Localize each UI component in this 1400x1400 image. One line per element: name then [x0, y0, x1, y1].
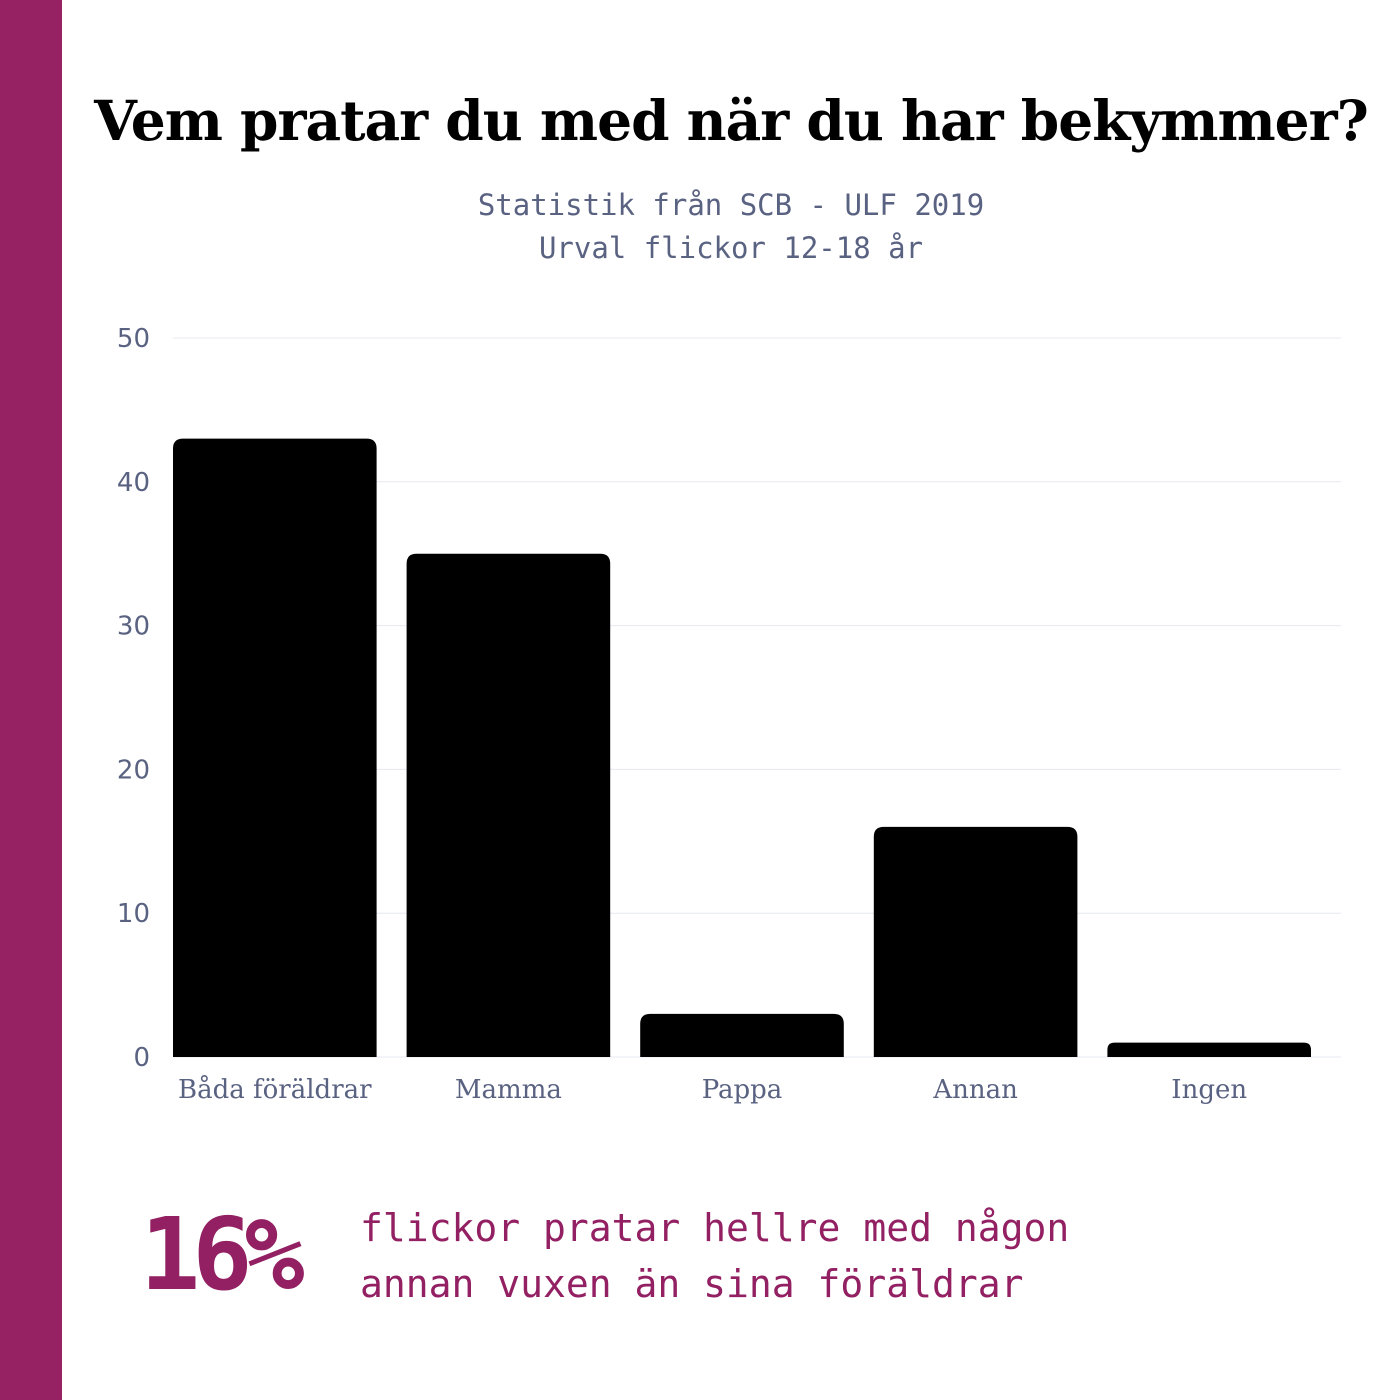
x-tick-label: Pappa — [702, 1075, 783, 1105]
y-tick-label: 0 — [133, 1043, 150, 1073]
bar — [1107, 1042, 1311, 1057]
x-tick-label: Mamma — [455, 1075, 562, 1105]
y-tick-label: 50 — [117, 324, 150, 354]
y-tick-label: 20 — [117, 755, 150, 785]
callout-line-2: annan vuxen än sina föräldrar — [360, 1262, 1024, 1306]
chart-subtitle-sample: Urval flickor 12-18 år — [538, 231, 924, 265]
accent-sidebar — [0, 0, 62, 1400]
callout-percentage: 16% — [140, 1196, 305, 1313]
chart-title: Vem pratar du med när du har bekymmer? — [94, 88, 1369, 153]
y-tick-label: 30 — [117, 612, 150, 642]
chart-subtitle-source: Statistik från SCB - ULF 2019 — [477, 188, 985, 222]
callout-text: flickor pratar hellre med någon annan vu… — [360, 1200, 1069, 1312]
bar — [406, 553, 611, 1057]
x-tick-label: Båda föräldrar — [178, 1074, 372, 1105]
bar — [640, 1013, 844, 1057]
y-tick-label: 40 — [117, 468, 150, 498]
x-tick-label: Ingen — [1171, 1075, 1247, 1105]
bar — [873, 826, 1078, 1057]
callout-line-1: flickor pratar hellre med någon — [360, 1206, 1070, 1250]
bar — [173, 438, 377, 1057]
y-tick-label: 10 — [117, 899, 150, 929]
x-tick-label: Annan — [932, 1075, 1018, 1105]
